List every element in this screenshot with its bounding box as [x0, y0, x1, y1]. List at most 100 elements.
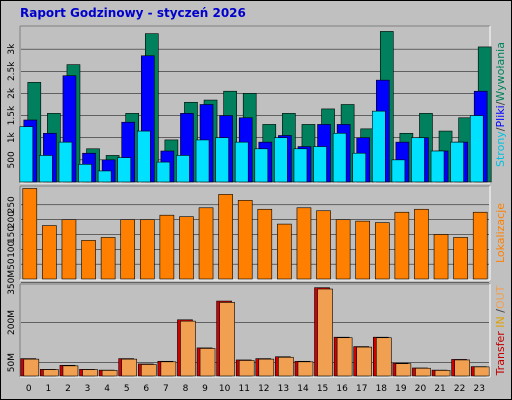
requests-chart-bar-strony: [254, 148, 269, 183]
requests-chart-ytick-label: 500: [7, 151, 17, 168]
requests-chart-ytick-label: 2.5k: [7, 61, 17, 81]
visits-chart-bar-lokalizacje: [316, 210, 331, 280]
requests-chart-bar-strony: [58, 141, 73, 183]
xtick-label: 20: [415, 384, 427, 394]
requests-chart-ytick-label: 3k: [7, 43, 17, 55]
xtick-label: 2: [65, 384, 71, 394]
visits-chart-bar-lokalizacje: [237, 200, 253, 280]
requests-chart-bar-strony: [332, 132, 347, 183]
requests-chart-bar-strony: [215, 137, 229, 183]
side-label-part: /: [494, 127, 507, 131]
xtick-label: 19: [395, 384, 407, 394]
visits-chart-side-label: Lokalizacje: [494, 203, 507, 263]
side-label-part: Transfer: [494, 331, 507, 377]
xtick-label: 5: [124, 384, 130, 394]
requests-chart-bar-strony: [156, 161, 171, 183]
visits-chart-bar-lokalizacje: [472, 211, 488, 280]
transfer-chart-bar-out: [180, 320, 196, 377]
transfer-chart-bar-out: [395, 363, 412, 377]
visits-chart-bar-lokalizacje: [218, 194, 233, 280]
transfer-chart-bar-out: [297, 361, 314, 377]
side-label-part: Wywołania: [494, 42, 507, 102]
transfer-chart-ytick-label: 200M: [7, 310, 17, 335]
transfer-chart-bar-out: [375, 337, 392, 377]
xtick-label: 1: [46, 384, 52, 394]
visits-chart-ytick-label: 150: [7, 226, 17, 243]
visits-chart-bar-lokalizacje: [22, 188, 38, 280]
xtick-label: 21: [434, 384, 445, 394]
requests-chart-ytick-label: 1k: [7, 131, 17, 143]
transfer-chart-bar-out: [336, 337, 353, 377]
visits-chart-bar-lokalizacje: [296, 207, 312, 280]
visits-chart-bar-lokalizacje: [355, 220, 371, 280]
requests-chart-ytick-label: 2k: [7, 87, 17, 99]
requests-chart-bar-strony: [78, 163, 92, 183]
requests-chart-bar-strony: [136, 130, 151, 183]
xtick-label: 9: [202, 384, 208, 394]
xtick-label: 8: [183, 384, 189, 394]
visits-chart-bar-lokalizacje: [433, 234, 449, 280]
xtick-label: 11: [238, 384, 249, 394]
side-label-part: OUT: [494, 285, 507, 309]
visits-chart-bar-lokalizacje: [100, 237, 116, 280]
side-label-part: /: [494, 101, 507, 105]
visits-chart-bar-lokalizacje: [81, 240, 96, 280]
xtick-label: 16: [336, 384, 348, 394]
transfer-chart-bar-out: [454, 359, 470, 377]
requests-chart-bar-strony: [117, 157, 132, 183]
xtick-label: 14: [297, 384, 309, 394]
requests-chart-bar-strony: [469, 115, 484, 183]
transfer-chart-bar-out: [160, 361, 177, 377]
side-label-part: /: [494, 309, 507, 313]
xtick-label: 12: [258, 384, 269, 394]
xtick-label: 15: [317, 384, 328, 394]
side-label-part: Lokalizacje: [494, 203, 507, 263]
visits-chart-bar-lokalizacje: [139, 219, 155, 280]
transfer-chart-bar-out: [101, 370, 118, 377]
xtick-label: 6: [143, 384, 149, 394]
requests-chart-bar-strony: [450, 141, 464, 183]
transfer-chart-bar-out: [473, 366, 490, 377]
requests-chart-bar-strony: [411, 137, 425, 183]
visits-chart-bar-lokalizacje: [374, 222, 390, 280]
requests-chart-bar-strony: [391, 159, 406, 183]
visits-chart-bar-lokalizacje: [198, 207, 214, 280]
side-label-part: Pliki: [494, 105, 507, 127]
transfer-chart-bar-out: [219, 302, 235, 377]
requests-chart-bar-strony: [19, 126, 34, 183]
side-label-part: Strony: [494, 131, 507, 167]
visits-chart-bar-lokalizacje: [42, 225, 57, 280]
requests-chart-bar-strony: [234, 141, 249, 183]
transfer-chart-bar-out: [238, 360, 255, 377]
visits-chart-bar-lokalizacje: [61, 219, 77, 280]
transfer-chart-ytick-label: 350M: [7, 270, 17, 295]
requests-chart-bar-strony: [371, 110, 386, 183]
requests-chart-ytick-label: 1.5k: [7, 105, 17, 125]
side-label-part: IN: [494, 313, 507, 331]
xtick-label: 17: [356, 384, 367, 394]
visits-chart-bar-lokalizacje: [179, 216, 194, 280]
chart-title: Raport Godzinowy - styczeń 2026: [20, 6, 246, 20]
transfer-chart-bar-out: [43, 369, 59, 377]
visits-chart-ytick-label: 200: [7, 211, 17, 228]
requests-chart-bar-strony: [274, 137, 288, 183]
transfer-chart-bar-out: [82, 369, 98, 377]
xtick-label: 22: [454, 384, 465, 394]
transfer-chart-bar-out: [415, 367, 431, 377]
transfer-chart-bar-out: [317, 288, 333, 377]
xtick-label: 23: [473, 384, 484, 394]
transfer-chart-bar-out: [140, 364, 157, 377]
requests-chart-bar-strony: [97, 170, 112, 183]
xtick-label: 0: [26, 384, 32, 394]
visits-chart-bar-lokalizacje: [414, 208, 429, 280]
visits-chart-bar-lokalizacje: [453, 237, 468, 280]
transfer-chart-bar-out: [278, 356, 294, 377]
transfer-chart-ytick-label: 50M: [7, 353, 17, 372]
visits-chart-bar-lokalizacje: [257, 208, 273, 280]
requests-chart-bar-strony: [176, 155, 190, 183]
xtick-label: 13: [278, 384, 289, 394]
requests-chart-bar-strony: [39, 155, 53, 183]
transfer-chart-bar-out: [62, 365, 79, 377]
visits-chart-bar-lokalizacje: [394, 211, 410, 280]
